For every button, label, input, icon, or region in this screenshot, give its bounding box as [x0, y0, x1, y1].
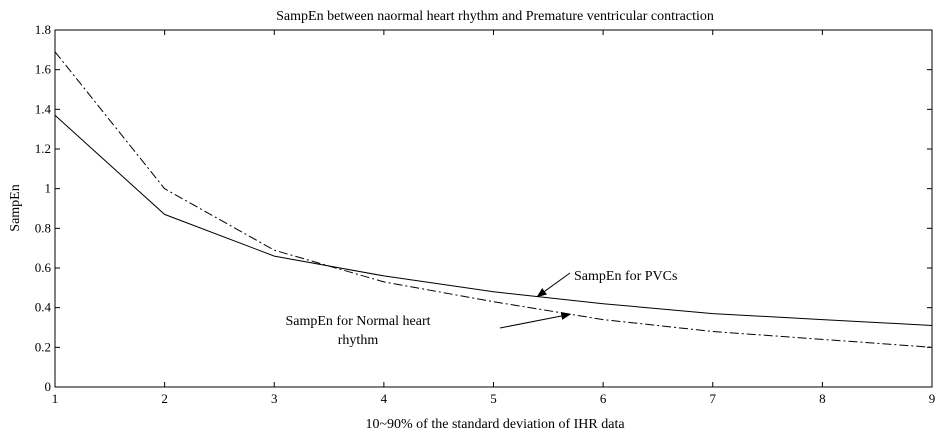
plot-area	[54, 29, 933, 388]
y-tick-label: 0.6	[35, 260, 52, 275]
y-tick-label: 1.4	[35, 101, 52, 116]
y-tick-label: 0.2	[35, 339, 51, 354]
x-axis-label: 10~90% of the standard deviation of IHR …	[365, 417, 625, 432]
x-tick-label: 5	[490, 391, 497, 406]
series-layer	[54, 51, 933, 348]
series-line-1	[54, 51, 933, 348]
annotation-text: SampEn for PVCs	[574, 269, 677, 284]
x-axis: 1 2 3 4 5 6 7 8 9	[52, 30, 936, 406]
y-tick-label: 1.6	[35, 62, 52, 77]
y-tick-label: 1	[45, 181, 52, 196]
x-tick-label: 9	[929, 391, 936, 406]
annotation-layer: SampEn for PVCs SampEn for Normal heart rh…	[285, 269, 677, 348]
annotation-arrow	[499, 312, 572, 329]
annotation-text: rhythm	[338, 333, 379, 348]
x-tick-label: 8	[819, 391, 826, 406]
y-tick-label: 1.8	[35, 22, 51, 37]
x-tick-label: 6	[600, 391, 607, 406]
x-tick-label: 2	[161, 391, 168, 406]
y-tick-label: 0.8	[35, 220, 51, 235]
series-line-0	[54, 114, 933, 326]
annotation-text: SampEn for Normal heart	[285, 314, 430, 329]
y-tick-label: 0.4	[35, 300, 52, 315]
y-axis-label: SampEn	[8, 184, 23, 231]
chart-title: SampEn between naormal heart rhythm and …	[276, 9, 714, 24]
y-axis: 0 0.2 0.4 0.6 0.8 1 1.2 1.4 1.6 1.8	[35, 22, 932, 394]
x-tick-label: 3	[271, 391, 278, 406]
y-tick-label: 0	[45, 379, 52, 394]
annotation-arrow	[536, 272, 571, 298]
x-tick-label: 1	[52, 391, 59, 406]
x-tick-label: 4	[381, 391, 388, 406]
x-tick-label: 7	[710, 391, 717, 406]
y-tick-label: 1.2	[35, 141, 51, 156]
